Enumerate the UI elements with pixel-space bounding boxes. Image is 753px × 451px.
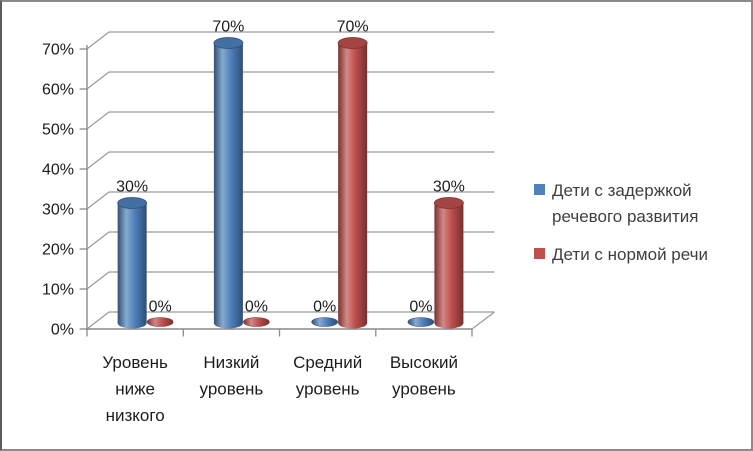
y-axis-label: 70% [42, 42, 74, 59]
axes: Уровень ниже низкого Низкий уровень Средний ур… [86, 45, 473, 425]
cylinder-top-s1-c3 [433, 197, 464, 209]
data-label: 0% [245, 299, 268, 316]
cylinder-body-s0-c1 [213, 43, 243, 323]
x-axis-category-label: низкого [106, 406, 165, 425]
y-axis-label: 50% [42, 122, 74, 139]
data-label: 70% [212, 19, 244, 36]
y-axis-label: 10% [42, 282, 74, 299]
y-axis-label: 0% [51, 322, 74, 339]
zero-disk-s1-c1 [243, 317, 270, 327]
x-axis-category-label: Низкий [203, 353, 259, 372]
cylinder-body-s1-c3 [434, 203, 464, 323]
legend-label: Дети с нормой речи [552, 245, 708, 264]
legend-swatch-icon [534, 184, 545, 195]
bars: 30% 0% 70% 0% 0% 70% 0% 30% [116, 19, 465, 329]
x-axis-category-label: Уровень [102, 353, 168, 372]
legend: Дети с задержкой речевого развития Дети с… [534, 178, 742, 268]
gridlines: 0% 10% 20% 30% 40% 50% 60% 70% [42, 31, 495, 339]
gridline-depth-connector [86, 271, 110, 290]
legend-swatch-icon [534, 248, 545, 259]
gridline-depth-connector [86, 311, 110, 330]
x-axis-category-label: уровень [296, 380, 360, 399]
cylinder-body-s0-c0 [117, 203, 147, 323]
y-axis-label: 60% [42, 82, 74, 99]
gridline-depth-connector [86, 231, 110, 250]
legend-item: Дети с задержкой речевого развития [534, 178, 742, 230]
gridline-depth-connector [86, 151, 110, 170]
legend-item: Дети с нормой речи [534, 242, 742, 268]
x-axis-category-label: ниже [115, 380, 155, 399]
floor-right-edge [471, 311, 495, 330]
gridline-depth-connector [86, 191, 110, 210]
zero-disk-s1-c0 [146, 317, 174, 327]
x-axis-category-label: Средний [293, 353, 362, 372]
gridline-depth-connector [86, 111, 110, 130]
y-axis-label: 40% [42, 162, 74, 179]
data-label: 30% [116, 179, 148, 196]
y-axis-label: 20% [42, 242, 74, 259]
zero-disk-s0-c3 [407, 317, 435, 327]
x-axis-category-label: Высокий [390, 353, 458, 372]
gridline-depth-connector [86, 71, 110, 90]
data-label: 70% [337, 19, 369, 36]
data-label: 0% [313, 299, 336, 316]
cylinder-body-s1-c2 [338, 43, 368, 323]
zero-disk-s0-c2 [311, 317, 338, 327]
y-axis-label: 30% [42, 202, 74, 219]
data-label: 0% [409, 299, 432, 316]
cylinder-top-s0-c0 [117, 197, 148, 209]
x-axis-category-label: уровень [392, 380, 456, 399]
cylinder-top-s0-c1 [213, 37, 244, 49]
data-label: 0% [149, 299, 172, 316]
cylinder-top-s1-c2 [337, 37, 368, 49]
x-axis-category-label: уровень [200, 380, 264, 399]
legend-label: Дети с задержкой речевого развития [552, 181, 699, 226]
gridline-depth-connector [86, 31, 110, 50]
data-label: 30% [433, 179, 465, 196]
